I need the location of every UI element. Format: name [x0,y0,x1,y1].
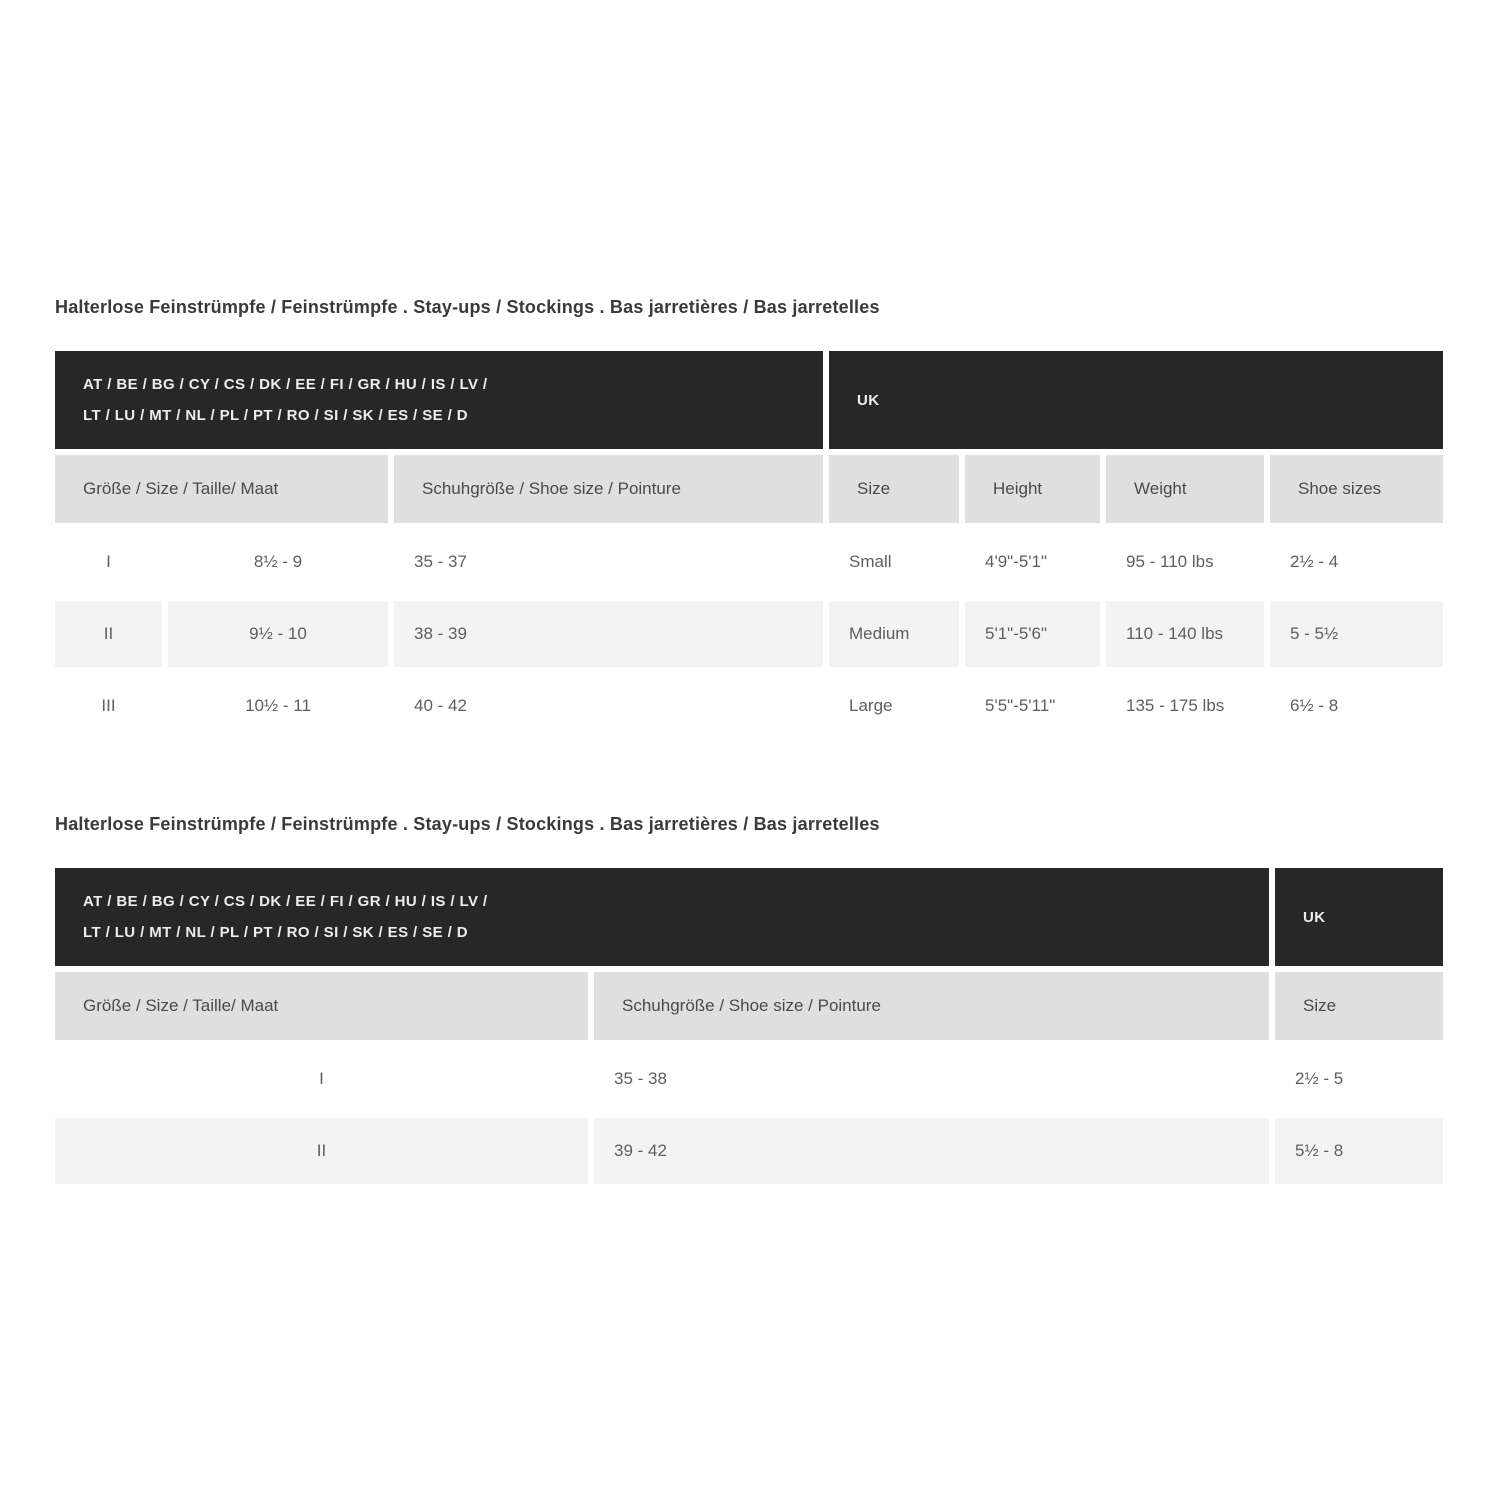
cell-eu-size: 10½ - 11 [245,696,311,715]
cell-eu-size: 9½ - 10 [168,601,388,667]
cell-eu-shoe-size: 39 - 42 [594,1118,1269,1184]
col-header-shoe-size: Schuhgröße / Shoe size / Pointure [394,455,823,523]
col-header-shoe-size: Schuhgröße / Shoe size / Pointure [594,972,1269,1040]
cell-weight: 110 - 140 lbs [1106,601,1264,667]
cell-height: 5'5"-5'11" [985,696,1056,715]
cell-height: 5'1"-5'6" [965,601,1100,667]
cell-weight: 95 - 110 lbs [1126,552,1214,571]
cell-eu-shoe-size: 38 - 39 [394,601,823,667]
cell-uk-size: Medium [829,601,959,667]
cell-uk-shoe-sizes: 2½ - 5 [1295,1069,1344,1088]
cell-eu-shoe-size: 40 - 42 [414,696,467,715]
cell-uk-shoe-sizes: 2½ - 4 [1290,552,1339,571]
cell-eu-shoe-size: 35 - 38 [614,1069,667,1088]
size-table-stockings: AT / BE / BG / CY / CS / DK / EE / FI / … [55,868,1443,1184]
col-header-shoe-sizes: Shoe sizes [1270,455,1443,523]
col-header-uk-size: Size [829,455,959,523]
cell-height: 4'9"-5'1" [985,552,1048,571]
size-chart-section-1: Halterlose Feinstrümpfe / Feinstrümpfe .… [55,297,1443,739]
uk-region-header: UK [1275,868,1443,966]
uk-region-header: UK [829,351,1443,449]
col-header-height: Height [965,455,1100,523]
col-header-size: Größe / Size / Taille/ Maat [55,972,588,1040]
cell-uk-shoe-sizes: 6½ - 8 [1290,696,1339,715]
cell-numeral: III [101,696,116,715]
cell-uk-size: Small [849,552,892,571]
eu-region-header: AT / BE / BG / CY / CS / DK / EE / FI / … [55,351,823,449]
size-table-stayups: AT / BE / BG / CY / CS / DK / EE / FI / … [55,351,1443,739]
col-header-weight: Weight [1106,455,1264,523]
col-header-uk-size: Size [1275,972,1443,1040]
chart-title: Halterlose Feinstrümpfe / Feinstrümpfe .… [55,814,880,834]
eu-country-list: AT / BE / BG / CY / CS / DK / EE / FI / … [83,893,488,941]
cell-eu-shoe-size: 35 - 37 [414,552,467,571]
eu-country-list: AT / BE / BG / CY / CS / DK / EE / FI / … [83,376,488,424]
cell-numeral: I [319,1069,324,1088]
size-chart-page: Halterlose Feinstrümpfe / Feinstrümpfe .… [55,297,1443,1184]
chart-title: Halterlose Feinstrümpfe / Feinstrümpfe .… [55,297,880,317]
cell-eu-size: 8½ - 9 [253,552,303,571]
eu-region-header: AT / BE / BG / CY / CS / DK / EE / FI / … [55,868,1269,966]
cell-numeral: I [106,552,111,571]
cell-weight: 135 - 175 lbs [1126,696,1225,715]
cell-numeral: II [55,1118,588,1184]
size-chart-section-2: Halterlose Feinstrümpfe / Feinstrümpfe .… [55,814,1443,1184]
col-header-size: Größe / Size / Taille/ Maat [55,455,388,523]
cell-uk-shoe-sizes: 5 - 5½ [1270,601,1443,667]
cell-numeral: II [55,601,162,667]
cell-uk-size: Large [849,696,893,715]
cell-uk-shoe-sizes: 5½ - 8 [1275,1118,1443,1184]
